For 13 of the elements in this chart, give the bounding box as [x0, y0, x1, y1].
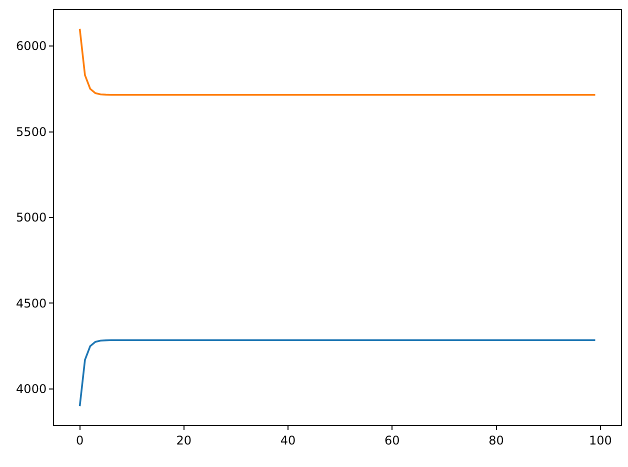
x-tick-label: 40: [280, 433, 296, 448]
y-tick-label: 4000: [16, 382, 47, 396]
y-tick-label: 6000: [16, 39, 47, 54]
y-tick-label: 5500: [16, 124, 47, 139]
x-tick-label: 0: [76, 433, 84, 448]
y-tick-label: 4500: [16, 296, 47, 310]
y-tick-label: 5000: [16, 210, 47, 225]
x-tick-label: 80: [488, 433, 504, 448]
x-tick-label: 60: [384, 433, 400, 448]
x-tick-label: 20: [176, 433, 192, 448]
x-tick-label: 100: [588, 433, 612, 448]
line-series: [78, 339, 596, 408]
line-series: [78, 28, 596, 96]
